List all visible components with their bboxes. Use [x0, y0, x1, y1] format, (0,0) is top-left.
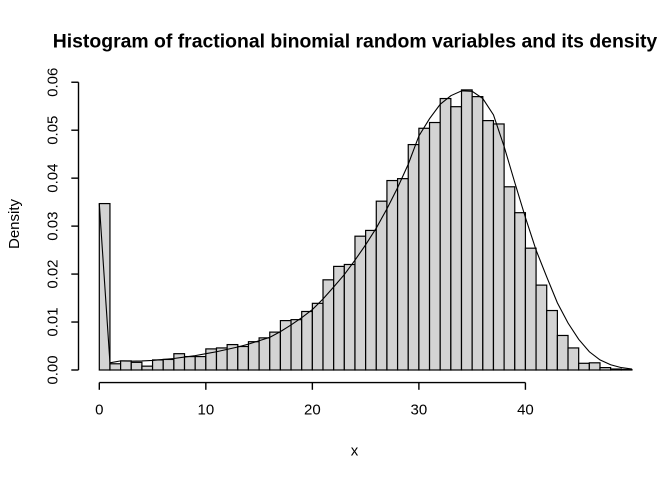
histogram-bar	[460, 89, 473, 371]
x-tick-label: 20	[304, 402, 321, 419]
histogram-bar	[546, 309, 558, 371]
histogram-bars-group	[98, 89, 633, 371]
histogram-bar	[301, 310, 313, 371]
x-tick-label: 30	[411, 402, 428, 419]
histogram-bar	[354, 235, 367, 371]
histogram-bar	[194, 355, 207, 371]
histogram-bar	[247, 341, 260, 371]
histogram-bar	[258, 337, 271, 371]
axes-group: 0 10 20 30 40 0.00 0.01 0.02 0.03 0.04 0.05 0.06	[45, 68, 534, 419]
histogram-bar	[492, 123, 505, 371]
x-tick-label: 40	[517, 402, 534, 419]
x-axis-label: x	[351, 443, 359, 460]
y-tick-label: 0.05	[45, 116, 62, 145]
histogram-bar	[535, 284, 548, 371]
histogram-bar	[162, 358, 175, 371]
histogram-bar	[120, 360, 132, 371]
histogram-bar	[439, 97, 452, 371]
histogram-bar	[524, 247, 537, 371]
histogram-bar	[599, 367, 612, 371]
histogram-bar	[503, 186, 516, 371]
y-tick-label: 0.06	[45, 68, 62, 97]
histogram-bar	[386, 179, 399, 371]
y-tick-label: 0.00	[45, 355, 62, 384]
histogram-bar	[333, 265, 345, 371]
y-axis-label: Density	[6, 198, 23, 249]
histogram-bar	[290, 319, 303, 371]
histogram-bar	[407, 143, 420, 371]
histogram-bar	[151, 359, 164, 371]
histogram-bar	[567, 347, 580, 371]
histogram-bar	[556, 334, 569, 371]
y-tick-label: 0.02	[45, 259, 62, 288]
histogram-bar	[588, 362, 601, 371]
histogram-bar	[109, 363, 122, 371]
y-tick-label: 0.01	[45, 307, 62, 336]
histogram-bar	[311, 302, 324, 371]
chart-title: Histogram of fractional binomial random …	[53, 30, 658, 52]
histogram-bar	[396, 178, 409, 371]
histogram-bar	[578, 362, 590, 371]
histogram-bar	[418, 127, 431, 371]
histogram-bar	[375, 200, 388, 371]
histogram-bar	[365, 229, 377, 371]
histogram-bar	[237, 345, 250, 371]
y-tick-label: 0.03	[45, 212, 62, 241]
histogram-bar	[173, 353, 186, 371]
histogram-bar	[183, 355, 196, 371]
x-tick-label: 0	[95, 402, 103, 419]
histogram-bar	[141, 365, 154, 371]
histogram-bar	[269, 331, 281, 371]
histogram-bar	[450, 106, 463, 371]
histogram-bar	[482, 119, 495, 371]
histogram-bar	[471, 96, 484, 371]
histogram-bar	[428, 121, 441, 371]
y-tick-label: 0.04	[45, 164, 62, 193]
histogram-bar	[343, 263, 356, 371]
histogram-bar	[514, 212, 527, 371]
histogram-bar	[130, 361, 143, 371]
density-curve-line	[98, 90, 633, 370]
histogram-bar	[610, 368, 622, 371]
x-tick-label: 10	[197, 402, 214, 419]
